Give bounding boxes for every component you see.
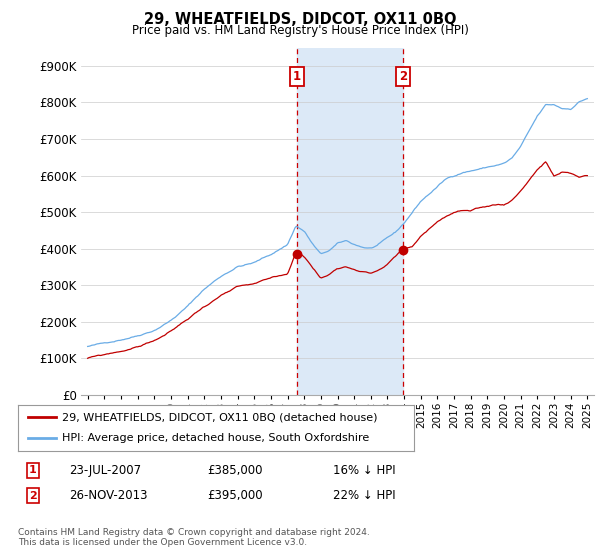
Text: HPI: Average price, detached house, South Oxfordshire: HPI: Average price, detached house, Sout… bbox=[62, 433, 369, 444]
Text: 2: 2 bbox=[399, 71, 407, 83]
Text: £385,000: £385,000 bbox=[207, 464, 263, 477]
Text: Price paid vs. HM Land Registry's House Price Index (HPI): Price paid vs. HM Land Registry's House … bbox=[131, 24, 469, 37]
Text: £395,000: £395,000 bbox=[207, 489, 263, 502]
Text: 29, WHEATFIELDS, DIDCOT, OX11 0BQ (detached house): 29, WHEATFIELDS, DIDCOT, OX11 0BQ (detac… bbox=[62, 412, 377, 422]
Text: 16% ↓ HPI: 16% ↓ HPI bbox=[333, 464, 395, 477]
Text: 2: 2 bbox=[29, 491, 37, 501]
Text: 26-NOV-2013: 26-NOV-2013 bbox=[69, 489, 148, 502]
Bar bbox=[296, 48, 403, 395]
Text: 23-JUL-2007: 23-JUL-2007 bbox=[69, 464, 141, 477]
Text: 29, WHEATFIELDS, DIDCOT, OX11 0BQ: 29, WHEATFIELDS, DIDCOT, OX11 0BQ bbox=[144, 12, 456, 27]
Text: 1: 1 bbox=[29, 465, 37, 475]
Text: 22% ↓ HPI: 22% ↓ HPI bbox=[333, 489, 395, 502]
Text: 1: 1 bbox=[293, 71, 301, 83]
Text: Contains HM Land Registry data © Crown copyright and database right 2024.
This d: Contains HM Land Registry data © Crown c… bbox=[18, 528, 370, 547]
